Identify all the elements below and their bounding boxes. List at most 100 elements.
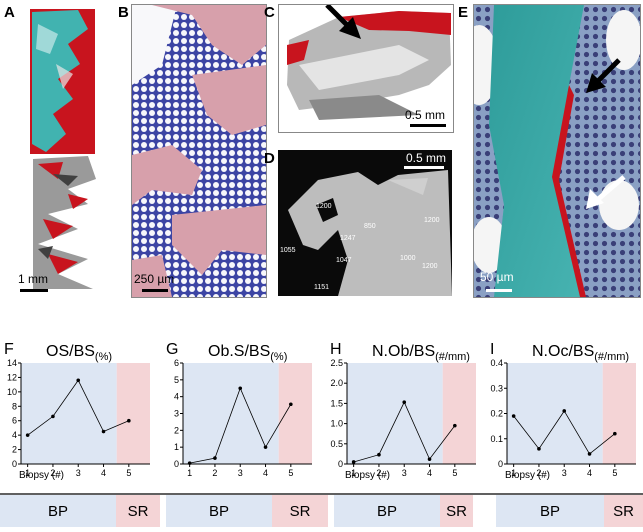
x-tick-label: 5 [452, 468, 457, 478]
data-point [76, 378, 81, 383]
data-point [25, 433, 30, 437]
chart-title: N.Oc/BS(#/mm) [532, 343, 629, 363]
sr-region [602, 363, 636, 464]
chart-svg: 0 0.5 1.0 1.5 2.0 2.5 1 2 3 4 5 N.Ob/BS(#/mm) H Biops… [330, 341, 476, 481]
x-tick-label: 2 [212, 468, 217, 478]
chart-title-sub: (%) [95, 351, 112, 363]
panel-d-scalebar [404, 166, 444, 169]
sr-band-label: SR [613, 503, 634, 520]
panel-d-image: 1200 850 1247 1200 1055 1047 1000 1200 1… [278, 150, 452, 296]
sr-band [604, 495, 643, 527]
panel-e-scale-label: 50 µm [480, 270, 514, 284]
d-ann-1: 1200 [316, 203, 332, 210]
data-point [101, 429, 106, 434]
y-tick-label: 0 [174, 459, 179, 469]
data-point [427, 457, 432, 461]
chart-panel-label: I [490, 341, 494, 358]
panel-a-scalebar [20, 289, 48, 292]
d-ann-4: 1200 [424, 217, 440, 224]
chart-i: 0 0.1 0.2 0.3 0.4 1 2 3 4 5 N.Oc/BS(#/mm) I Biopsy (… [490, 334, 640, 481]
bp-band [0, 495, 116, 527]
panel-a-scale-label: 1 mm [18, 272, 48, 286]
panel-b-scalebar [142, 289, 168, 292]
bp-band-label: BP [377, 503, 397, 520]
d-ann-3: 1247 [340, 235, 356, 242]
sr-band-label: SR [290, 503, 311, 520]
y-tick-label: 0.5 [330, 439, 343, 449]
y-tick-label: 0.3 [490, 383, 503, 393]
sr-band [440, 495, 473, 527]
data-point [562, 409, 567, 413]
panel-b-letter: B [118, 4, 129, 21]
x-axis-label: Biopsy (#) [19, 470, 64, 480]
y-tick-label: 5 [174, 375, 179, 385]
chart-title-sub: (%) [270, 351, 287, 363]
d-ann-8: 1200 [422, 263, 438, 270]
panel-e-letter: E [458, 4, 469, 21]
y-tick-label: 1.0 [330, 419, 343, 429]
x-tick-label: 2 [50, 468, 55, 478]
chart-panel-label: G [166, 341, 178, 358]
x-tick-label: 5 [612, 468, 617, 478]
sr-region [116, 363, 150, 464]
white-arrow-icon [586, 175, 626, 209]
bp-band-label: BP [209, 503, 229, 520]
x-tick-label: 3 [402, 468, 407, 478]
panel-e-image [473, 4, 641, 298]
chart-svg: 0 0.1 0.2 0.3 0.4 1 2 3 4 5 N.Oc/BS(#/mm) I Biopsy (… [490, 341, 636, 481]
data-point [51, 414, 55, 419]
x-tick-label: 2 [536, 468, 541, 478]
y-tick-label: 1 [174, 442, 179, 452]
arrow-icon [325, 5, 361, 39]
data-point [127, 418, 131, 423]
chart-title: OS/BS(%) [46, 343, 112, 363]
bp-region [507, 363, 603, 464]
panel-e-histology [474, 5, 640, 297]
chart-f: 0 2 4 6 8 10 12 14 1 2 3 4 5 OS/BS(%) F Biopsy (#) [4, 334, 154, 481]
x-tick-label: 2 [376, 468, 381, 478]
x-tick-label: 1 [25, 468, 30, 478]
chart-title: Ob.S/BS(%) [208, 343, 287, 363]
panel-a-letter: A [4, 4, 15, 21]
sr-region [278, 363, 312, 464]
x-tick-label: 4 [427, 468, 432, 478]
black-arrow-icon [586, 58, 621, 93]
sr-band [116, 495, 160, 527]
bp-band [334, 495, 440, 527]
data-point [537, 447, 541, 451]
x-tick-label: 3 [76, 468, 81, 478]
y-tick-label: 0.1 [490, 434, 503, 444]
x-tick-label: 1 [187, 468, 192, 478]
sr-band [272, 495, 328, 527]
chart-h: 0 0.5 1.0 1.5 2.0 2.5 1 2 3 4 5 N.Ob/BS(#/mm) H Biops… [330, 334, 480, 481]
x-tick-label: 3 [238, 468, 243, 478]
panel-c-scale-label: 0.5 mm [405, 108, 446, 122]
panel-a-render [30, 9, 96, 289]
panel-d-letter: D [264, 150, 275, 167]
y-tick-label: 12 [7, 372, 17, 382]
data-point [377, 452, 381, 457]
data-point [402, 400, 407, 404]
bp-region [347, 363, 443, 464]
panel-c-letter: C [264, 4, 275, 21]
chart-title-sub: (#/mm) [435, 351, 470, 363]
y-tick-label: 2.5 [330, 358, 343, 368]
x-tick-label: 5 [126, 468, 131, 478]
x-tick-label: 5 [288, 468, 293, 478]
data-point [213, 456, 217, 460]
y-tick-label: 6 [174, 358, 179, 368]
x-tick-label: 4 [101, 468, 106, 478]
chart-panel-label: F [4, 341, 14, 358]
y-tick-label: 1.5 [330, 398, 343, 408]
y-tick-label: 10 [7, 387, 17, 397]
data-point [263, 445, 268, 449]
data-point [587, 452, 592, 456]
panel-b-scale-label: 250 µm [134, 272, 175, 286]
bp-region [21, 363, 117, 464]
data-point [453, 423, 457, 428]
x-axis-label: Biopsy (#) [345, 470, 390, 480]
x-tick-label: 3 [562, 468, 567, 478]
sr-band-label: SR [446, 503, 467, 520]
chart-title-sub: (#/mm) [594, 351, 629, 363]
